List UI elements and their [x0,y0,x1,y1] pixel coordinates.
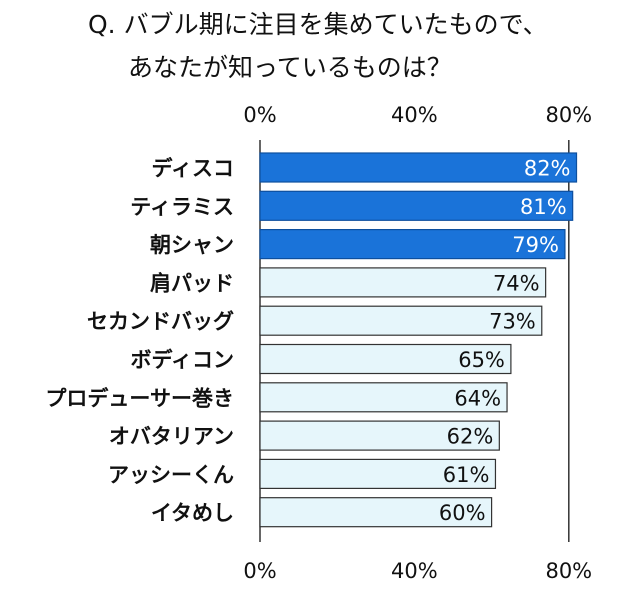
value-labels: 82% 81% 79% 74% 73% 65% 64% 62% 61% 60% [439,157,571,526]
value-label: 81% [520,195,567,219]
category-label: プロデューサー巻き [45,386,234,410]
bars [259,152,578,528]
x-tick-label-bottom: 40% [391,559,438,583]
category-label: セカンドバッグ [87,310,234,334]
value-label: 73% [489,310,536,334]
category-label: ボディコン [130,348,234,372]
bar [259,420,500,451]
category-label: ディスコ [151,157,234,181]
value-label: 61% [443,463,490,487]
chart-title-line-1: Q. バブル期に注目を集めていたもので、 [88,10,548,39]
top-axis-ticks: 0% 40% 80% [243,103,592,127]
bottom-axis-ticks: 0% 40% 80% [243,559,592,583]
bar [259,229,566,260]
x-tick-label-top: 0% [243,103,276,127]
value-label: 65% [458,348,505,372]
x-tick-label-bottom: 80% [545,559,592,583]
value-label: 74% [493,271,540,295]
value-label: 82% [524,157,571,181]
category-label: 肩パッド [150,271,234,295]
category-label: 朝シャン [150,233,234,257]
category-label: ティラミス [130,195,234,219]
bar [259,382,508,413]
bar [259,305,543,336]
x-tick-label-bottom: 0% [243,559,276,583]
x-tick-label-top: 40% [391,103,438,127]
category-label: イタめし [151,501,234,525]
bar [259,497,493,528]
value-label: 64% [454,386,501,410]
bar [259,152,578,183]
bar [259,458,497,489]
value-label: 62% [447,425,494,449]
bar [259,343,512,375]
category-labels: ディスコティラミス朝シャン肩パッドセカンドバッグボディコンプロデューサー巻きオバ… [45,157,234,526]
chart-title-line-2: あなたが知っているものは？ [128,53,452,82]
x-tick-label-top: 80% [545,103,592,127]
category-label: オバタリアン [109,425,234,449]
bar [259,190,574,221]
value-label: 60% [439,501,486,525]
category-label: アッシーくん [108,463,234,487]
bar [259,267,547,298]
value-label: 79% [512,233,559,257]
